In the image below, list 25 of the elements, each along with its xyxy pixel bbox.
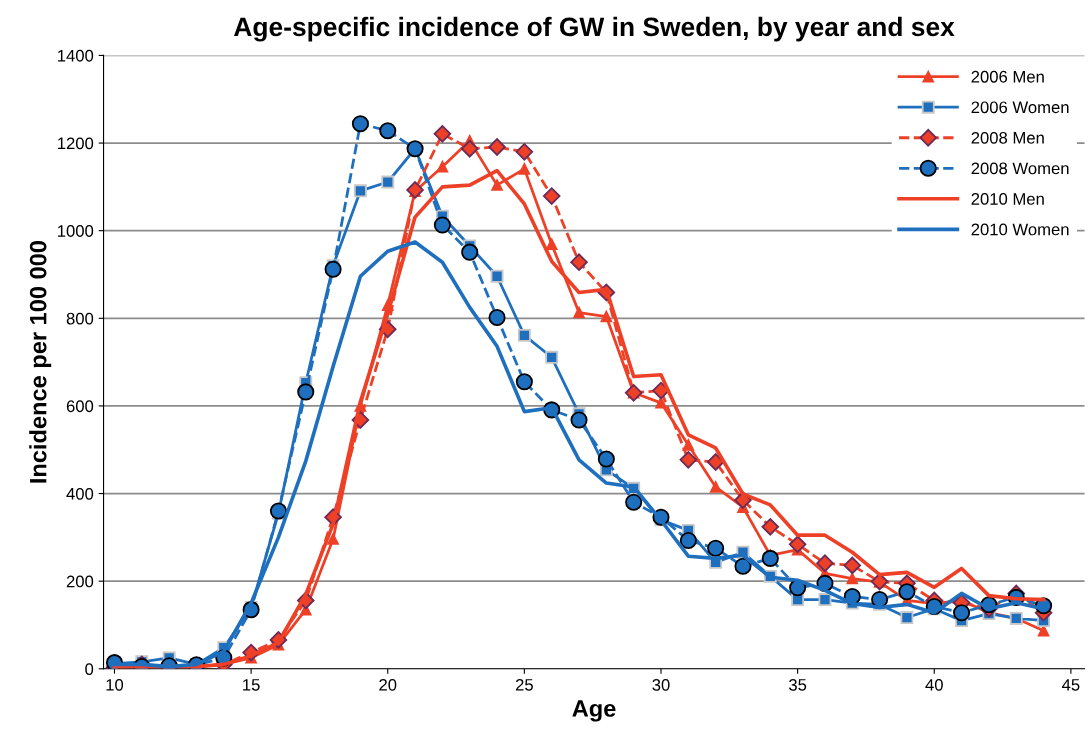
y-tick-label: 1200 (58, 137, 94, 150)
x-tick-label: 40 (925, 678, 943, 691)
x-tick-label: 20 (379, 678, 397, 691)
x-tick-label: 45 (1062, 679, 1080, 691)
x-tick-label: 35 (789, 678, 807, 691)
y-tick-label: 0 (85, 663, 94, 675)
y-tick-label: 600 (66, 400, 94, 413)
x-tick-label: 30 (652, 678, 670, 691)
legend-label: 2010 Women (971, 223, 1069, 236)
y-axis-title: Incidence per 100 000 (29, 241, 52, 483)
y-tick-label: 1400 (58, 49, 94, 62)
legend-label: 2010 Men (971, 193, 1044, 205)
legend-label: 2006 Women (971, 101, 1069, 114)
x-tick-label: 15 (243, 679, 260, 691)
y-tick-label: 1000 (58, 225, 94, 237)
x-tick-label: 10 (106, 678, 124, 691)
y-tick-label: 200 (66, 575, 94, 588)
legend-label: 2008 Men (971, 131, 1044, 144)
y-tick-label: 400 (66, 487, 94, 500)
legend-label: 2008 Women (971, 162, 1069, 175)
x-tick-label: 25 (515, 678, 533, 691)
x-axis-title: Age (572, 700, 616, 722)
chart-title: Age-specific incidence of GW in Sweden, by year and sex (233, 16, 955, 42)
legend-label: 2006 Men (971, 70, 1044, 83)
y-tick-label: 800 (66, 312, 94, 325)
